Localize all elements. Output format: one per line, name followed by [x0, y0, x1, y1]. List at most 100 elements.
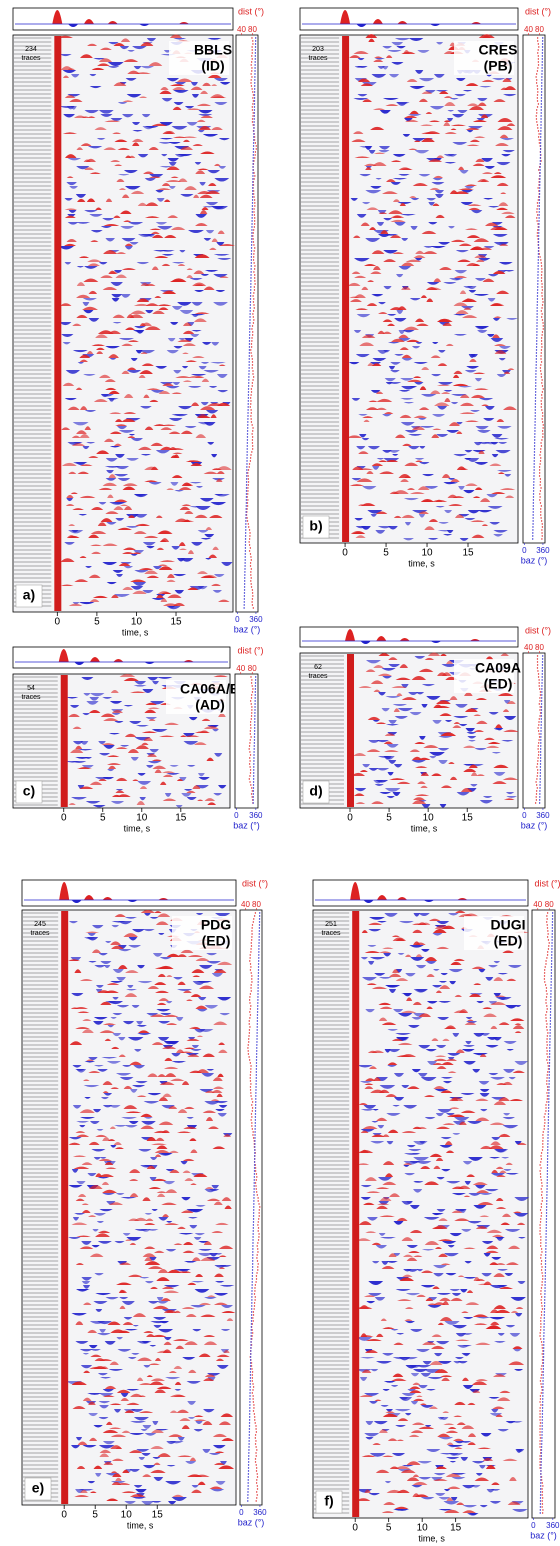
baz-dot [251, 229, 252, 230]
dist-dot [536, 766, 537, 767]
dist-dot [538, 739, 539, 740]
dist-dot [543, 424, 544, 425]
dist-dot [252, 1383, 253, 1384]
side-frame [523, 653, 545, 808]
dist-dot [252, 1395, 253, 1396]
dist-dot [538, 46, 539, 47]
dist-dot [254, 1287, 255, 1288]
dist-dot [251, 682, 252, 683]
baz-dot [249, 1431, 250, 1432]
baz-dot [254, 88, 255, 89]
dist-dot [250, 730, 251, 731]
baz-dot [539, 784, 540, 785]
dist-dot [252, 334, 253, 335]
dist-dot [251, 1116, 252, 1117]
baz-dot [533, 499, 534, 500]
baz-dot [249, 352, 250, 353]
baz-label: baz (°) [233, 820, 260, 830]
dist-dot [537, 775, 538, 776]
baz-dot [257, 1026, 258, 1027]
dist-dot [250, 1089, 251, 1090]
dist-dot [252, 331, 253, 332]
dist-dot [252, 1398, 253, 1399]
dist-dot [538, 721, 539, 722]
dist-dot [538, 43, 539, 44]
dist-dot [252, 592, 253, 593]
x-tick-label: 15 [170, 617, 182, 628]
baz-dot [258, 972, 259, 973]
panel: 54tracesCA06A/B(AD)c)051015time, sdist (… [13, 645, 264, 833]
dist-dot [253, 232, 254, 233]
dist-dot [249, 1020, 250, 1021]
dist-dot [536, 211, 537, 212]
baz-dot [254, 64, 255, 65]
dist-dot [537, 658, 538, 659]
panel-label: e) [32, 1480, 44, 1496]
baz-dot [254, 736, 255, 737]
baz-dot [253, 154, 254, 155]
baz-dot [538, 235, 539, 236]
baz-dot [248, 376, 249, 377]
baz-dot [255, 46, 256, 47]
baz-dot [258, 960, 259, 961]
dist-dot [539, 454, 540, 455]
dist-dot [258, 1227, 259, 1228]
dist-dot [252, 1134, 253, 1135]
baz-dot [247, 1494, 248, 1495]
dist-dot [536, 220, 537, 221]
baz-dot [255, 679, 256, 680]
baz-dot [247, 418, 248, 419]
baz-dot [250, 307, 251, 308]
baz-dot [250, 1365, 251, 1366]
baz-dot [248, 388, 249, 389]
baz-dot [248, 370, 249, 371]
x-tick-label: 10 [421, 548, 433, 559]
baz-dot [532, 523, 533, 524]
baz-dot [249, 313, 250, 314]
dist-dot [542, 304, 543, 305]
baz-dot [249, 310, 250, 311]
dist-dot [538, 61, 539, 62]
baz-dot [254, 1131, 255, 1132]
dist-dot [536, 790, 537, 791]
dist-dot [253, 229, 254, 230]
dist-dot [250, 409, 251, 410]
baz-dot [541, 685, 542, 686]
dist-dot [253, 262, 254, 263]
baz-dot [249, 349, 250, 350]
dist-dot [541, 445, 542, 446]
baz-dot [254, 727, 255, 728]
baz-dot [258, 945, 259, 946]
dist-tick-label: 40 [236, 664, 245, 673]
dist-dot [254, 274, 255, 275]
dist-dot [541, 262, 542, 263]
stack-frame [300, 8, 518, 30]
baz-dot [258, 978, 259, 979]
dist-dot [250, 754, 251, 755]
baz-dot [541, 721, 542, 722]
baz-tick-label: 360 [253, 1508, 267, 1517]
baz-dot [254, 697, 255, 698]
dist-dot [247, 1047, 248, 1048]
baz-dot [252, 1281, 253, 1282]
dist-dot [257, 1197, 258, 1198]
baz-dot [537, 304, 538, 305]
dist-dot [542, 385, 543, 386]
baz-dot [255, 1101, 256, 1102]
baz-dot [246, 466, 247, 467]
baz-dot [540, 772, 541, 773]
dist-dot [537, 37, 538, 38]
dist-dot [539, 688, 540, 689]
x-tick-label: 0 [347, 813, 353, 824]
baz-dot [259, 915, 260, 916]
baz-dot [247, 442, 248, 443]
dist-dot [541, 334, 542, 335]
baz-dot [246, 502, 247, 503]
dist-dot [541, 271, 542, 272]
dist-dot [254, 217, 255, 218]
dist-dot [255, 1434, 256, 1435]
dist-dot [253, 178, 254, 179]
baz-dot [535, 370, 536, 371]
baz-dot [245, 514, 246, 515]
baz-dot [535, 412, 536, 413]
